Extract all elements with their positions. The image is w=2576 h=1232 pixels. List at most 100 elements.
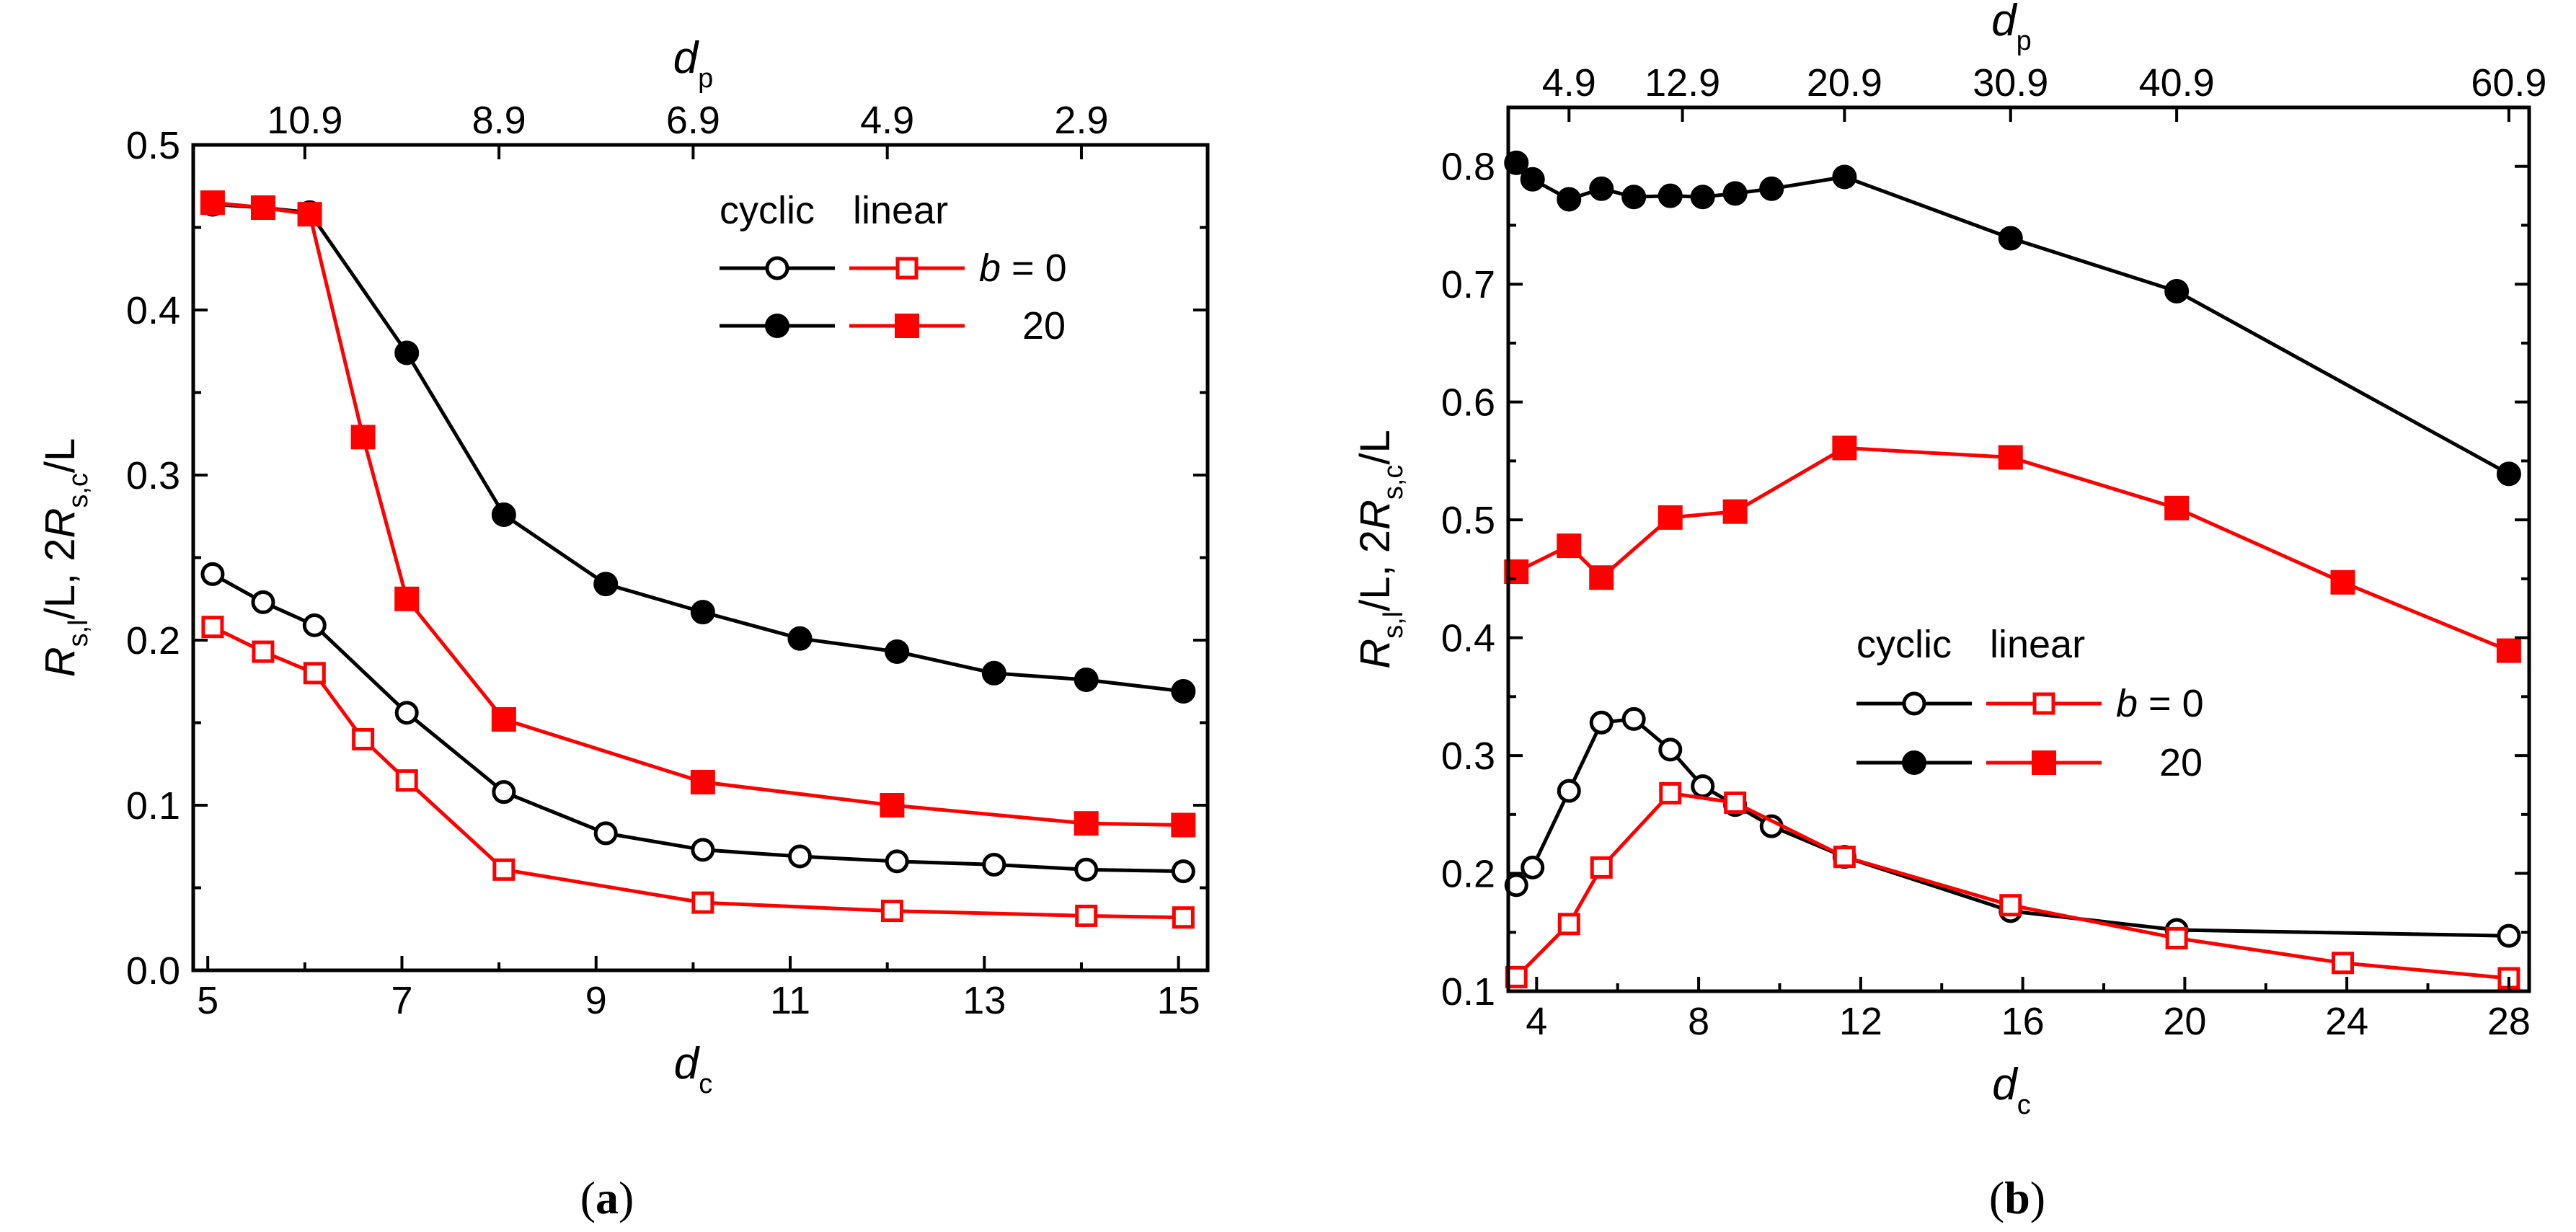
data-point [201,616,224,639]
data-point [1759,176,1784,201]
panel-b: 4 8 12 16 20 24 28 4.9 12.9 20.9 30.9 40.9 60.9 0.1 0.… [1352,0,2546,1223]
x-axis-label-symbol: d [1992,1060,2019,1109]
legend-marker-linear [2032,750,2056,775]
x2-axis-label: dp [1991,0,2032,56]
data-point [1998,445,2023,470]
caption-paren: ( [1989,1172,2004,1223]
y-label-part: /L [1352,430,1399,464]
y-tick-label: 0.6 [1441,381,1495,425]
data-point [788,844,813,869]
legend-marker-linear [895,257,919,280]
caption-letter: a [596,1172,619,1223]
x2-tick-label: 60.9 [2471,61,2546,105]
series-0 [200,562,1195,884]
data-point [1621,706,1646,731]
y-label-part: s,l [1378,611,1409,639]
series-line [212,200,1184,827]
data-point [1504,873,1528,898]
caption-paren: ) [2030,1172,2045,1223]
x2-tick-label: 4.9 [1542,61,1596,105]
y-label-part: s,c [1378,465,1409,500]
panel-caption: (a) [580,1172,634,1223]
data-point [787,626,813,651]
legend-marker-linear [895,314,919,338]
data-point [981,660,1006,686]
data-point [352,727,375,750]
data-point [2165,926,2188,949]
plot-frame [1506,105,2531,993]
data-point [1172,906,1195,929]
x-tick-label: 20 [2163,1000,2206,1043]
y-tick-label: 0.4 [1441,617,1495,660]
legend-label-b20: 20 [2159,741,2203,784]
x-axis-label: dc [674,1039,712,1099]
x-tick-label: 5 [197,979,218,1022]
series-group [1504,150,2521,990]
data-point [491,502,516,527]
data-point [492,858,515,881]
data-point [1504,150,1529,175]
y-tick-label: 0.5 [1441,499,1495,542]
data-point [2496,461,2521,487]
y-tick-label: 0.5 [126,124,180,167]
x2-axis-label-subscript: p [698,63,713,94]
data-point [1658,737,1683,762]
x2-tick-label: 30.9 [1973,61,2048,105]
x-tick-label: 9 [585,979,607,1022]
data-point [2330,570,2355,595]
panel-caption: (b) [1989,1172,2045,1223]
data-point [1557,187,1582,212]
x2-tick-label: 6.9 [666,99,720,142]
legend-header-cyclic: cyclic [1856,623,1952,666]
series-1 [1505,781,2520,990]
data-point [1171,859,1195,884]
caption-paren: ( [580,1172,596,1223]
x-tick-label: 7 [391,979,412,1022]
legend-marker-cyclic [765,314,789,338]
x2-tick-label: 10.9 [267,99,342,142]
series-line [1515,791,2510,980]
data-point [691,891,714,914]
x-tick-label: 16 [2001,1000,2045,1043]
y-axis-label: Rs,l/L, 2Rs,c/L [37,438,94,678]
x-tick-label: 11 [770,979,810,1022]
data-point [1999,894,2022,917]
data-point [492,780,516,805]
x2-tick-label: 2.9 [1054,99,1108,142]
data-point [982,852,1006,877]
data-point [1505,965,1528,988]
data-point [394,586,420,611]
data-point [1657,505,1683,530]
x2-tick-label: 8.9 [472,99,526,142]
data-point [200,562,225,586]
data-point [251,590,275,614]
data-point [1074,667,1099,692]
x2-tick-label: 12.9 [1645,61,1720,105]
legend-marker-cyclic [1902,691,1926,716]
data-point [252,640,275,663]
data-point [1589,710,1614,735]
x-tick-label: 15 [1157,979,1200,1022]
data-point [302,613,327,637]
data-point [1691,774,1715,799]
data-point [200,190,225,216]
data-point [1833,846,1856,869]
x2-tick-label: 40.9 [2139,61,2215,105]
y-label-part: /L, 2 [37,539,84,620]
x-tick-label: 8 [1688,1000,1709,1043]
data-point [1557,533,1582,559]
x2-tick-label: 4.9 [860,99,914,142]
data-point [1589,176,1614,201]
data-point [1521,855,1545,879]
data-point [395,769,418,792]
x2-axis-label-symbol: d [1991,0,2018,45]
data-point [394,340,420,365]
series-3 [1504,435,2521,663]
caption-letter: b [2004,1172,2030,1223]
data-point [2164,495,2190,520]
y-label-part: /L, 2 [1352,530,1399,611]
